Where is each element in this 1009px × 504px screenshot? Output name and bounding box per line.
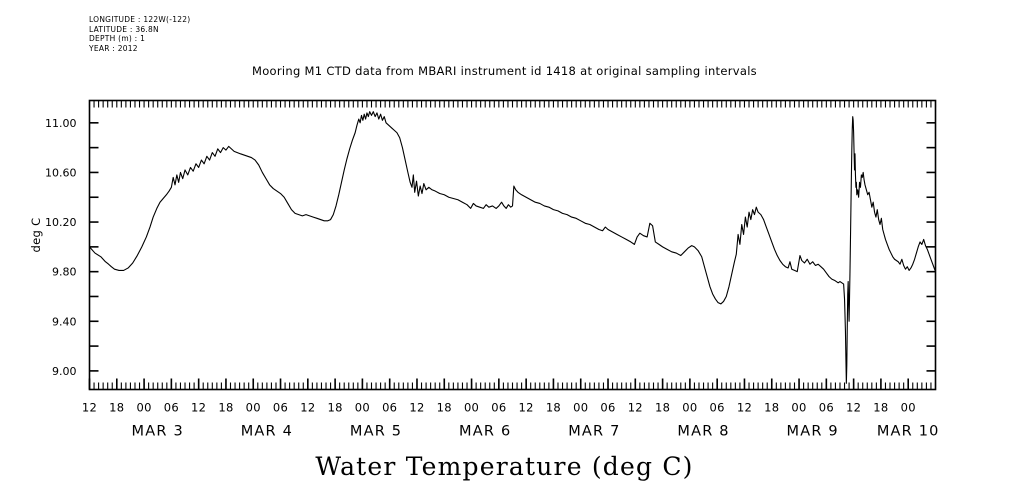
y-tick-label: 9.00 [52, 365, 77, 378]
x-tick-label: 06 [164, 401, 179, 415]
metadata-longitude: LONGITUDE : 122W(-122) [89, 15, 191, 24]
x-tick-label: 00 [355, 401, 370, 415]
x-tick-label: 00 [682, 401, 697, 415]
x-tick-label: 00 [464, 401, 479, 415]
x-tick-label: 06 [382, 401, 397, 415]
metadata-latitude: LATITUDE : 36.8N [89, 24, 159, 34]
temperature-series [89, 111, 936, 384]
x-tick-label: 12 [628, 401, 643, 415]
x-tick-label: 18 [873, 401, 888, 415]
x-tick-label: 12 [191, 401, 206, 415]
x-tick-label: 06 [600, 401, 615, 415]
x-axis-day-labels: MAR 3 MAR 4 MAR 5 MAR 6 MAR 7 MAR 8 MAR 9 MAR 1… [132, 424, 940, 440]
y-tick-label: 9.80 [52, 266, 77, 279]
x-tick-label: 00 [246, 401, 261, 415]
x-tick-label: 18 [546, 401, 561, 415]
x-axis-day-label: MAR 7 [568, 424, 620, 440]
x-axis-day-label: MAR 10 [877, 424, 940, 440]
x-tick-label: 06 [710, 401, 725, 415]
x-axis-title: Water Temperature (deg C) [315, 452, 694, 481]
x-axis-day-label: MAR 3 [132, 424, 184, 440]
chart-title: Mooring M1 CTD data from MBARI instrumen… [252, 64, 757, 78]
x-tick-label: 18 [327, 401, 342, 415]
y-tick-label: 9.40 [52, 315, 77, 328]
x-tick-label: 06 [819, 401, 834, 415]
x-tick-label: 18 [655, 401, 670, 415]
x-tick-label: 18 [437, 401, 452, 415]
x-tick-label: 18 [764, 401, 779, 415]
y-tick-label: 10.60 [45, 166, 77, 179]
x-tick-label: 12 [409, 401, 424, 415]
temperature-line [89, 111, 936, 384]
y-tick-label: 10.20 [45, 216, 77, 229]
y-axis-ticks: 9.00 9.40 9.80 10.20 10.60 11.00 [45, 117, 936, 378]
x-axis-day-label: MAR 6 [459, 424, 511, 440]
x-tick-label: 06 [491, 401, 506, 415]
x-axis-ticks: 12 18 00 06 12 18 00 06 12 18 00 06 12 18 00 06 12 18 00 06… [82, 100, 937, 415]
x-tick-label: 18 [218, 401, 233, 415]
x-tick-label: 00 [573, 401, 588, 415]
x-tick-label: 12 [300, 401, 315, 415]
x-axis-day-label: MAR 4 [241, 424, 293, 440]
x-axis-day-label: MAR 5 [350, 424, 402, 440]
x-tick-label: 06 [273, 401, 288, 415]
metadata-block: LONGITUDE : 122W(-122) LATITUDE : 36.8N … [89, 15, 190, 53]
plot-frame [88, 99, 937, 391]
x-axis-day-label: MAR 9 [787, 424, 839, 440]
x-tick-label: 00 [136, 401, 151, 415]
x-tick-label: 12 [82, 401, 97, 415]
x-axis-day-label: MAR 8 [677, 424, 729, 440]
x-tick-label: 12 [737, 401, 752, 415]
x-tick-label: 00 [791, 401, 806, 415]
metadata-depth: DEPTH (m) : 1 [89, 34, 146, 43]
x-tick-label: 12 [519, 401, 534, 415]
x-tick-label: 00 [901, 401, 916, 415]
x-tick-label: 12 [846, 401, 861, 415]
y-tick-label: 11.00 [45, 117, 77, 130]
x-tick-label: 18 [109, 401, 124, 415]
metadata-year: YEAR : 2012 [89, 43, 138, 53]
